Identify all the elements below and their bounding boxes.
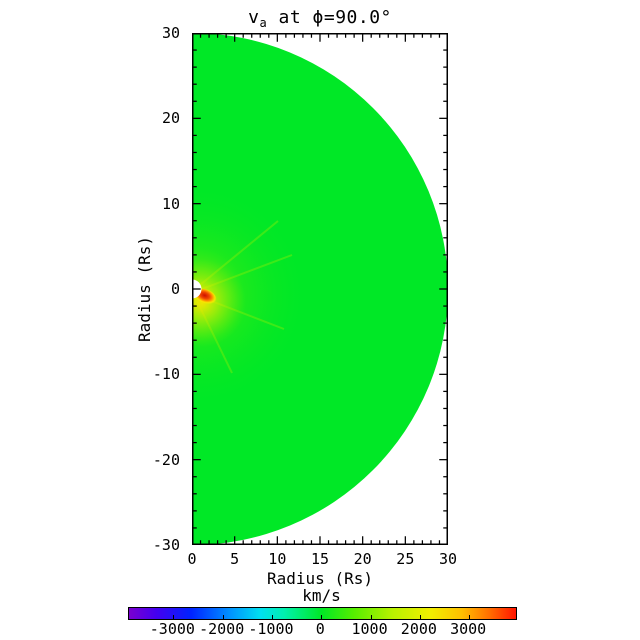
x-tick-label: 15 xyxy=(310,550,330,568)
x-tick-label: 20 xyxy=(353,550,372,568)
y-axis-label-text: Radius (Rs) xyxy=(135,236,154,342)
colorbar-tick xyxy=(321,615,323,619)
colorbar-tick-label: -2000 xyxy=(199,620,245,638)
y-tick-label: -20 xyxy=(152,450,180,469)
x-axis-tick-labels: 0 5 10 15 20 25 30 xyxy=(187,550,457,568)
colorbar-tick-label: -3000 xyxy=(149,620,195,638)
colorbar-label: km/s xyxy=(302,586,341,605)
colorbar-tick-label: 2000 xyxy=(400,620,437,638)
colorbar-tick-label: -1000 xyxy=(248,620,294,638)
colorbar-tick-label: 0 xyxy=(315,620,325,638)
colorbar-tick xyxy=(173,615,175,619)
y-tick-label: -10 xyxy=(152,365,180,384)
velocity-field-halfdisk xyxy=(192,33,448,545)
colorbar-tick-labels: -3000 -2000 -1000 0 1000 2000 3000 xyxy=(128,621,515,637)
x-tick-label: 0 xyxy=(187,550,197,568)
x-tick-label: 25 xyxy=(396,550,415,568)
x-tick-label: 10 xyxy=(268,550,287,568)
y-tick-label: 20 xyxy=(161,109,180,128)
y-tick-label: -30 xyxy=(152,536,180,554)
y-tick-label: 10 xyxy=(161,194,180,213)
colorbar-tick xyxy=(222,615,224,619)
colorbar-tick xyxy=(419,615,421,619)
x-tick-label: 5 xyxy=(230,550,240,568)
colorbar-tick xyxy=(370,615,372,619)
plot-title: va at ϕ=90.0° xyxy=(192,6,448,30)
origin-glow-wide xyxy=(192,183,309,407)
colorbar-tick-label: 3000 xyxy=(450,620,487,638)
origin-glow-bright xyxy=(192,259,246,347)
y-tick-label: 30 xyxy=(161,24,180,42)
plot-area xyxy=(192,33,448,545)
y-axis-tick-labels: 30 20 10 0 -10 -20 -30 xyxy=(126,25,186,553)
title-condition: at ϕ=90.0° xyxy=(267,7,392,28)
y-tick-label: 0 xyxy=(170,280,180,298)
x-axis-label: Radius (Rs) xyxy=(267,569,373,588)
axis-ticks xyxy=(192,33,448,545)
title-variable: v xyxy=(248,7,260,28)
x-tick-label: 30 xyxy=(438,550,458,568)
colorbar-tick-label: 1000 xyxy=(351,620,388,638)
colorbar-tick xyxy=(271,615,273,619)
colorbar-tick xyxy=(469,615,471,619)
colorbar-gradient xyxy=(128,607,517,620)
title-subscript: a xyxy=(259,16,268,30)
